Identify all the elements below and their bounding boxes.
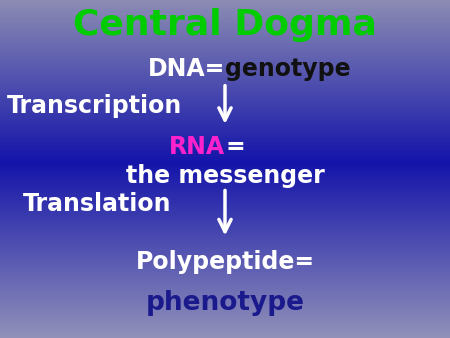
Text: RNA: RNA: [169, 135, 225, 159]
Text: =: =: [225, 135, 245, 159]
Text: DNA=: DNA=: [148, 57, 225, 81]
Text: the messenger: the messenger: [126, 164, 324, 189]
Text: Polypeptide=: Polypeptide=: [135, 250, 315, 274]
Text: Central Dogma: Central Dogma: [73, 8, 377, 42]
Text: Transcription: Transcription: [7, 94, 182, 119]
Text: phenotype: phenotype: [145, 290, 305, 315]
Text: Translation: Translation: [22, 192, 171, 217]
Text: genotype: genotype: [225, 57, 351, 81]
